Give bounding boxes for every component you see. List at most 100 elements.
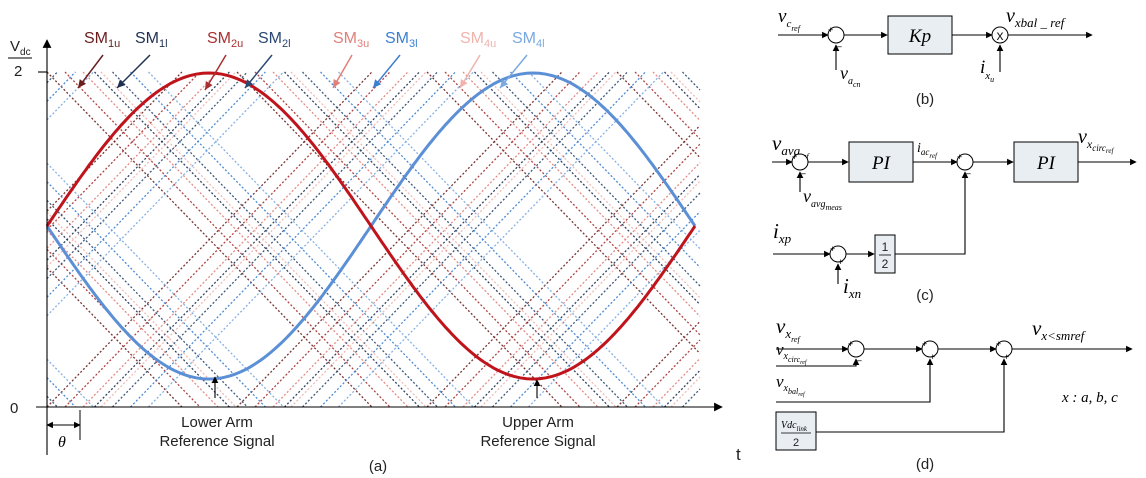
legend-arrowhead-3 [245,79,254,88]
carrier-line [46,71,58,84]
c-ixp-label: ixp [773,219,792,246]
d-output-label: vx<smref [1032,316,1087,343]
b-output-label: vxbal _ ref [1006,5,1067,30]
panel-d-caption: (d) [916,456,934,473]
upper-arm-reference-curve [45,71,697,381]
carrier-line [474,174,701,408]
panel-b-balance-controller: vcref + _ vacn Kp x ixu vxbal _ ref (b) [778,5,1093,108]
d-sum2-plus-b: + [930,352,935,362]
b-sum-plus: + [828,25,833,35]
carrier-line [682,71,701,91]
lower-ref-label-line2: Reference Signal [159,433,274,450]
legend-sm3u: SM3u [333,30,369,50]
legend-arrowhead-2 [205,81,213,90]
carrier-line [46,71,284,317]
d-vbal-label: vxbalref [776,372,806,398]
legend-sm3l: SM3l [385,30,418,50]
b-gain-block [887,15,953,55]
d-vdc-num: Vdclink [781,420,808,433]
legend-sm2l: SM2l [258,30,291,50]
carrier-line [82,71,409,408]
carrier-line [46,395,58,408]
legend-arrowhead-5 [373,79,382,88]
legend-sm1l: SM1l [135,30,168,50]
c-pi1-block [848,141,914,183]
carrier-line [682,388,701,408]
c-sum1-minus: _ [799,164,806,175]
b-input-label: vcref [778,6,802,33]
y-label-vdc: Vdc [10,38,31,58]
d-vdc-wire [816,358,1008,433]
carrier-line [46,358,94,408]
carrier-line [670,376,701,408]
carrier-line [426,71,701,354]
carrier-waves [46,71,701,408]
y-label-two: 2 [14,63,22,80]
c-half-den: 2 [882,257,889,271]
carrier-line [46,211,237,408]
d-sum1-plus: + [848,339,853,349]
legend-sm1u: SM1u [84,30,120,50]
c-sum2-minus: _ [964,164,971,175]
d-vcirc-wire [776,358,860,367]
b-gain-label: Kp [908,26,931,47]
panel-d-reference-generator: vxref + _ vxcircref + + vxbalref + + Vdc… [775,314,1133,473]
carrier-line [616,71,701,159]
d-sum3-plus-a: + [996,339,1001,349]
x-label-t: t [736,445,741,464]
carrier-line [46,71,230,261]
panel-a-caption: (a) [369,458,387,475]
carrier-line [236,71,563,408]
c-half-num: 1 [882,240,889,254]
legend-arrowhead-7 [500,79,509,88]
c-half-out-wire [895,171,969,255]
carrier-line [46,71,237,268]
carrier-line [510,71,701,268]
c-sum1-plus: + [792,152,797,162]
c-sum3-plus-b: + [838,257,843,267]
c-output-label: vxcircref [1078,126,1114,155]
d-vbal-wire [776,358,934,403]
carrier-line [634,71,701,140]
carrier-line [462,71,701,317]
carrier-line [46,71,266,298]
d-vcirc-label: vxcircref [776,340,808,366]
d-note: x : a, b, c [1061,390,1118,406]
carrier-line [444,71,701,336]
d-vx-label: vxref [776,314,801,344]
carrier-line [46,71,76,102]
carrier-line [616,320,701,408]
legend-arrowhead-4 [333,79,341,88]
b-current-label: ixu [980,57,994,84]
legend-arrowhead-6 [460,79,468,88]
panel-c-caption: (c) [916,287,934,304]
b-multiplier-symbol: x [997,27,1004,43]
carrier-line [320,71,646,408]
carrier-line [46,71,201,231]
carrier-line [426,125,701,408]
c-feedback-label: vavgmeas [803,186,842,212]
upper-ref-label-line2: Reference Signal [480,433,595,450]
carrier-line [480,71,701,299]
carrier-line [290,71,617,408]
legend-arrowhead-0 [78,79,87,88]
upper-ref-label-line1: Upper Arm [502,414,574,431]
carrier-line [46,71,373,408]
carrier-line [492,192,701,408]
carrier-line [130,71,456,408]
y-label-zero: 0 [10,400,18,417]
c-sum2-plus: + [957,152,962,162]
d-sum1-minus: _ [855,351,862,362]
carrier-line [284,71,610,408]
carrier-line [528,71,701,250]
legend-sm2u: SM2u [207,30,243,50]
panel-a-pwm-plot: Vdc 2 0 t θ Lower Arm Reference Signal U… [8,30,741,475]
carrier-line [94,71,420,408]
carrier-line [634,339,701,408]
carrier-line [148,71,474,408]
carrier-line [664,369,701,408]
c-ixn-label: ixn [843,274,861,301]
lower-ref-label-line1: Lower Arm [181,414,253,431]
d-vdc-den: 2 [793,437,799,449]
